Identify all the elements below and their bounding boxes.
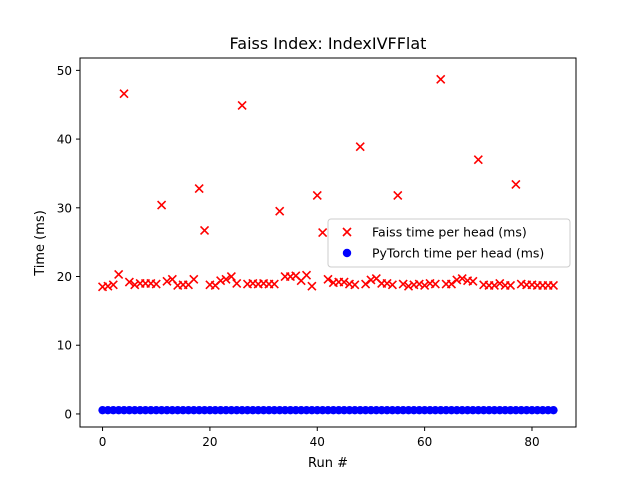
y-tick-label: 40	[57, 133, 72, 147]
faiss-point	[505, 280, 516, 291]
faiss-point	[318, 227, 328, 238]
faiss-point	[548, 280, 559, 291]
faiss-point	[361, 279, 371, 289]
faiss-point	[108, 280, 118, 290]
faiss-point	[114, 269, 124, 280]
y-tick-label: 30	[57, 201, 72, 215]
x-tick-label: 40	[310, 435, 325, 449]
y-tick-label: 10	[57, 339, 72, 353]
faiss-point	[414, 279, 424, 289]
faiss-point	[124, 277, 134, 287]
faiss-point	[189, 274, 199, 284]
faiss-point	[446, 279, 457, 289]
faiss-point	[226, 271, 236, 282]
legend-marker-pytorch	[342, 248, 352, 258]
faiss-point	[511, 179, 521, 190]
faiss-point	[162, 276, 172, 286]
faiss-point	[473, 155, 483, 165]
x-tick-label: 20	[202, 435, 217, 449]
y-tick-label: 0	[64, 407, 72, 421]
faiss-point	[393, 190, 403, 200]
faiss-point	[312, 190, 322, 200]
y-axis-label: Time (ms)	[33, 210, 48, 277]
faiss-point	[237, 100, 247, 110]
faiss-point	[157, 200, 167, 210]
faiss-point	[398, 279, 408, 289]
faiss-point	[457, 274, 467, 284]
legend-label: Faiss time per head (ms)	[372, 225, 527, 240]
axes-frame	[79, 57, 577, 428]
faiss-point	[103, 281, 113, 291]
legend-label: PyTorch time per head (ms)	[372, 246, 544, 261]
faiss-point	[350, 280, 360, 290]
faiss-point	[430, 279, 440, 289]
legend-marker-faiss	[342, 227, 352, 237]
y-tick-label: 20	[57, 270, 72, 284]
faiss-point	[275, 206, 285, 216]
faiss-point	[387, 280, 397, 290]
faiss-point	[436, 74, 446, 84]
faiss-point	[355, 142, 365, 152]
faiss-point	[382, 278, 392, 288]
faiss-point	[199, 225, 210, 236]
faiss-point	[216, 276, 226, 286]
faiss-point	[468, 276, 478, 286]
x-tick-label: 0	[99, 435, 107, 449]
faiss-point	[151, 279, 161, 289]
faiss-point	[366, 275, 376, 285]
faiss-point	[130, 280, 140, 290]
chart-title: Faiss Index: IndexIVFFlat	[230, 34, 427, 53]
plot-layer: 0 20 40 60 80 0 10 20 30 40 50 Faiss time per head …	[57, 57, 577, 449]
pytorch-point	[549, 405, 558, 415]
faiss-point	[119, 89, 129, 99]
faiss-point	[403, 281, 414, 291]
x-tick-label: 60	[417, 435, 432, 449]
faiss-point	[489, 280, 499, 291]
x-axis-label: Run #	[308, 456, 348, 471]
x-tick-label: 80	[524, 435, 539, 449]
faiss-point	[452, 275, 462, 285]
faiss-point	[301, 270, 312, 280]
faiss-point	[420, 280, 430, 291]
legend-box	[327, 218, 571, 268]
faiss-point	[221, 274, 231, 284]
faiss-point	[339, 277, 349, 287]
faiss-point	[194, 183, 204, 194]
faiss-point	[307, 281, 317, 291]
faiss-point	[269, 279, 279, 289]
y-tick-label: 50	[57, 64, 72, 78]
faiss-point	[232, 278, 242, 288]
faiss-point	[495, 278, 505, 288]
faiss-point	[323, 274, 333, 284]
